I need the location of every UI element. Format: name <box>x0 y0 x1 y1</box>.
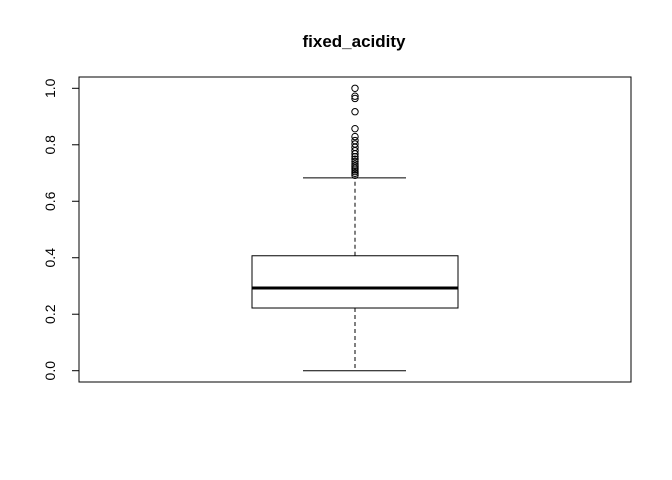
y-axis: 0.0 0.2 0.4 0.6 0.8 1.0 <box>42 78 80 381</box>
outlier-point <box>351 160 359 168</box>
y-tick-label: 0.6 <box>42 191 58 211</box>
chart-title: fixed_acidity <box>303 32 407 51</box>
y-tick-label: 0.8 <box>42 135 58 155</box>
outlier-point <box>351 108 359 116</box>
y-tick-label: 0.4 <box>42 248 58 268</box>
outlier-point <box>351 140 359 148</box>
iqr-box <box>251 255 459 309</box>
outlier-point <box>351 84 359 92</box>
outlier-point <box>351 124 359 133</box>
outlier-point <box>351 171 359 179</box>
outlier-points <box>351 84 359 179</box>
y-tick-label: 0.0 <box>42 361 58 381</box>
outlier-point <box>351 136 359 145</box>
outlier-point <box>351 155 359 163</box>
outlier-point <box>351 94 359 103</box>
outlier-point <box>351 92 359 100</box>
outlier-point <box>351 157 359 166</box>
y-tick-label: 0.2 <box>42 304 58 324</box>
outlier-point <box>351 162 359 170</box>
box-plot <box>251 177 459 372</box>
outlier-point <box>351 132 359 141</box>
y-tick-label: 1.0 <box>42 78 58 98</box>
